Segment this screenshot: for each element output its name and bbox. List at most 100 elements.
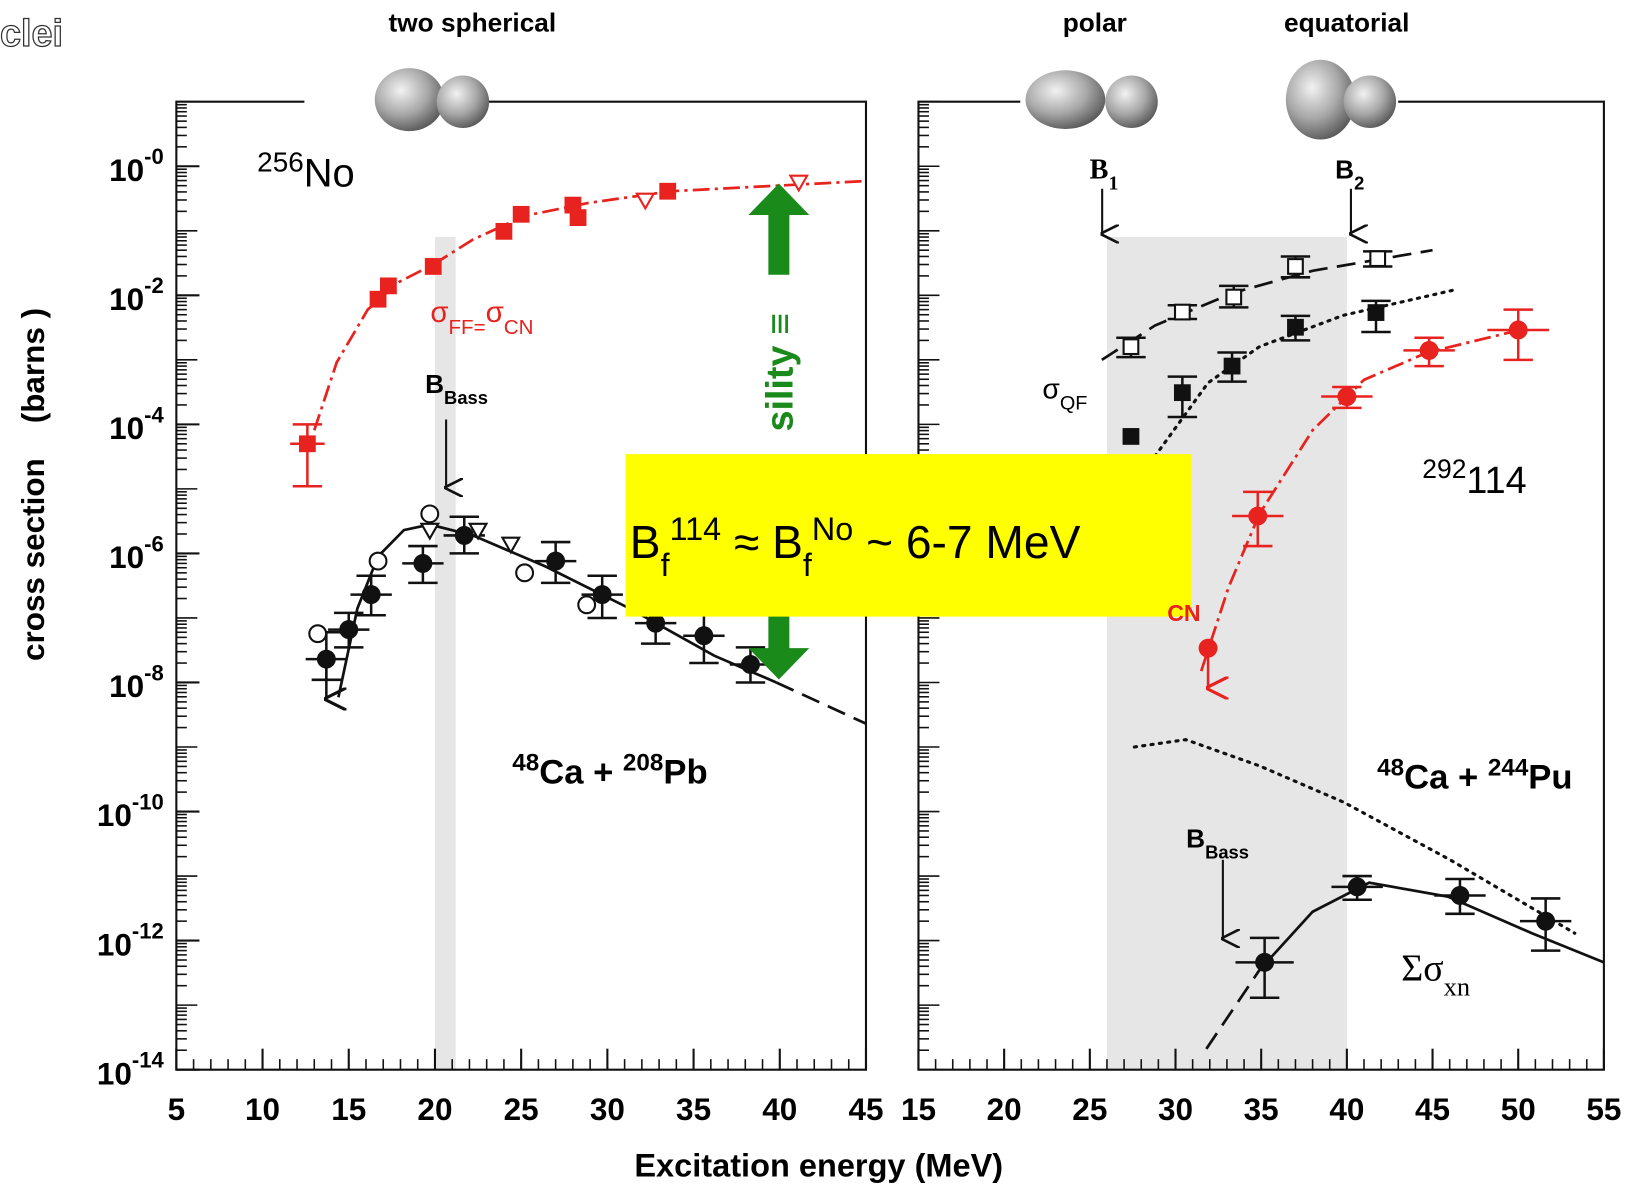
tick-exponent: -4 (144, 402, 164, 427)
text-part: Ca + (1404, 759, 1488, 797)
marker (1349, 878, 1366, 895)
text-part: 48 (512, 749, 539, 776)
text-part: B (1186, 823, 1205, 853)
text-part: sility ≡ (759, 313, 801, 432)
text-part: B (1090, 154, 1109, 185)
y-axis-title: cross section (barns ) (16, 308, 51, 661)
marker (340, 621, 357, 638)
annotation: equatorial (1284, 7, 1409, 37)
marker (1288, 259, 1303, 274)
sphere (1026, 70, 1106, 129)
x-tick-label: 15 (331, 1092, 366, 1127)
marker (1200, 640, 1217, 657)
annotation: 48Ca + 244Pu (1377, 754, 1572, 796)
overlay-box: Bf114 ≈ BfNo ~ 6-7 MeV (626, 454, 1192, 617)
marker (421, 505, 438, 522)
arrow-head (748, 184, 809, 275)
sphere (1105, 76, 1157, 128)
tick-base: 10 (109, 669, 144, 704)
marker (660, 184, 675, 199)
marker (1175, 305, 1190, 320)
marker (1175, 385, 1190, 400)
x-tick-label: 40 (1329, 1092, 1364, 1127)
marker (1510, 322, 1527, 339)
annotation: CN (1167, 600, 1200, 626)
x-tick-label: 35 (676, 1092, 711, 1127)
x-tick-label: 30 (1158, 1092, 1193, 1127)
text-part: σ (430, 296, 448, 329)
marker (1226, 290, 1241, 305)
x-tick-label: 10 (245, 1092, 280, 1127)
tick-base: 10 (109, 282, 144, 317)
text-part: CN (504, 315, 534, 338)
marker (578, 596, 595, 613)
text-part: 114 (1466, 460, 1526, 502)
text-part: 1 (1108, 172, 1118, 194)
sphere (437, 76, 489, 128)
marker (1124, 429, 1139, 444)
annotation: two spherical (389, 7, 557, 37)
text-part: B (425, 369, 444, 399)
text-part: xn (1444, 972, 1470, 1002)
marker (1537, 913, 1554, 930)
figure: 10-010-210-410-610-810-1010-1210-1451015… (0, 0, 1627, 1185)
marker (1256, 954, 1273, 971)
x-tick-label: 50 (1501, 1092, 1536, 1127)
text-part: B (1335, 154, 1354, 184)
x-tick-label: 20 (417, 1092, 452, 1127)
marker (1225, 359, 1240, 374)
text-part: 114 (670, 511, 722, 547)
text-part: ~ 6-7 MeV (853, 516, 1080, 568)
tick-base: 10 (97, 927, 132, 962)
error-bar (293, 424, 322, 486)
sphere (375, 68, 444, 131)
annotation: polar (1063, 7, 1127, 37)
x-axis-title: Excitation energy (MeV) (634, 1148, 1003, 1184)
x-tick-label: 45 (848, 1092, 883, 1127)
y-tick-label: 10-14 (97, 1048, 165, 1092)
marker (426, 259, 441, 274)
marker (696, 627, 713, 644)
tick-exponent: -12 (132, 919, 164, 944)
text-part: ≈ B (721, 516, 803, 568)
page: 10-010-210-410-610-810-1010-1210-1451015… (0, 0, 1627, 1185)
tick-exponent: -8 (144, 660, 164, 685)
text-part: f (661, 547, 671, 583)
marker (1421, 342, 1438, 359)
text-part: two spherical (389, 7, 557, 37)
text-part: 48 (1377, 754, 1404, 781)
fit-line (776, 682, 866, 723)
tick-exponent: -6 (144, 531, 164, 556)
annotation: 256No (257, 146, 355, 195)
annotation: sility ≡ (759, 313, 801, 432)
text-part: Pu (1528, 759, 1572, 797)
text-part: Bass (444, 387, 488, 408)
text-part: No (812, 511, 853, 547)
text-part: σ (486, 296, 504, 329)
text-part: f (803, 547, 813, 583)
marker (1452, 887, 1469, 904)
text-part: 2 (1354, 172, 1364, 193)
marker (594, 586, 611, 603)
marker (1288, 320, 1303, 335)
x-tick-label: 25 (504, 1092, 539, 1127)
tick-exponent: -2 (144, 273, 164, 298)
text-part: FF= (449, 315, 486, 338)
panel: 10-010-210-410-610-810-1010-1210-1451015… (16, 102, 1003, 1184)
y-tick-label: 10-8 (109, 660, 164, 704)
text-part: CN (1167, 600, 1200, 626)
text-part: polar (1063, 7, 1127, 37)
marker (456, 527, 473, 544)
tick-base: 10 (97, 798, 132, 833)
x-tick-label: 20 (987, 1092, 1022, 1127)
x-tick-label: 5 (168, 1092, 186, 1127)
marker (637, 194, 654, 209)
text-part: Ca + (539, 753, 623, 791)
shaded-band (435, 237, 456, 1070)
text-part: 208 (623, 749, 663, 776)
marker (1338, 388, 1355, 405)
text-part: QF (1060, 392, 1088, 414)
marker (790, 176, 807, 191)
x-tick-label: 25 (1072, 1092, 1107, 1127)
marker (414, 555, 431, 572)
